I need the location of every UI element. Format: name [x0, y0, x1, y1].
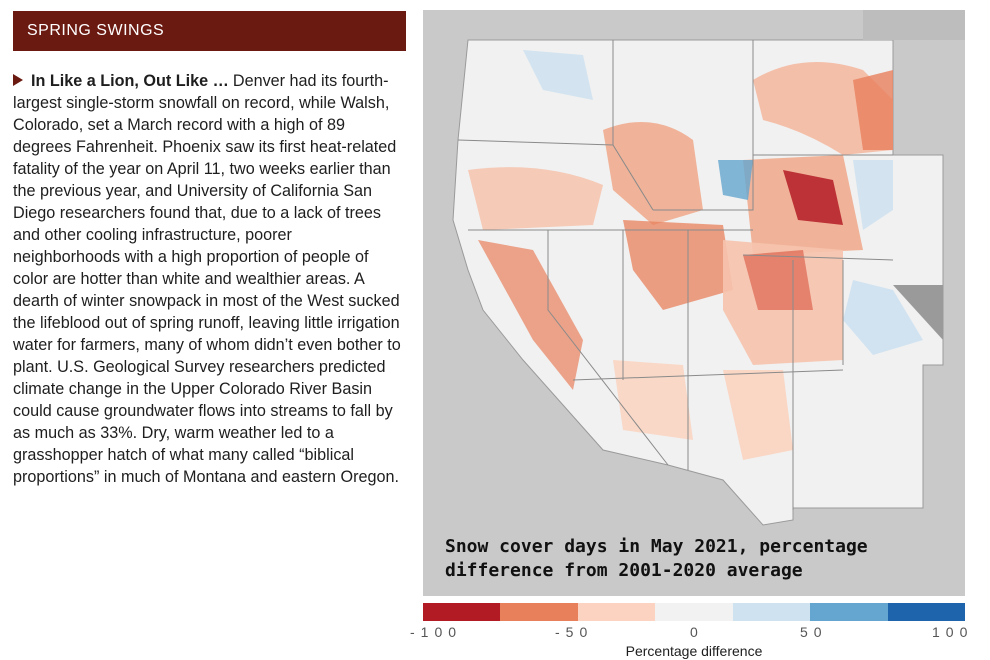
deficit-region-ne-montana: [853, 70, 893, 150]
legend-swatch: [887, 603, 965, 621]
legend-swatch: [500, 603, 578, 621]
legend-tick: 0: [690, 624, 704, 640]
map-caption: Snow cover days in May 2021, percentage …: [445, 535, 965, 583]
legend-swatch: [577, 603, 656, 621]
legend-tick: 100: [932, 624, 974, 640]
legend-tick: -100: [410, 624, 463, 640]
deficit-region-oregon: [468, 167, 603, 230]
map-graphic: [452, 10, 965, 526]
map-caption-line1: Snow cover days in May 2021, percentage: [445, 536, 868, 557]
legend-swatch: [810, 603, 888, 621]
section-header: SPRING SWINGS: [13, 11, 406, 51]
article-lead: In Like a Lion, Out Like …: [31, 72, 229, 90]
legend-ticks: -100 -50 0 50 100: [410, 624, 980, 642]
state-boundaries: [457, 40, 894, 510]
surplus-region-washington: [523, 50, 593, 100]
legend-swatch: [423, 603, 501, 621]
section-title: SPRING SWINGS: [27, 22, 165, 39]
deficit-region-utah: [623, 220, 733, 310]
surplus-region-south-dakota: [853, 160, 893, 230]
legend-swatch: [732, 603, 811, 621]
legend-swatch: [655, 603, 733, 621]
surplus-region-yellowstone: [718, 160, 753, 200]
deficit-core-colorado: [743, 250, 813, 310]
legend-tick: -50: [555, 624, 594, 640]
deficit-region-new-mexico: [723, 370, 793, 460]
deficit-core-wyoming: [783, 170, 843, 225]
map-caption-line2: difference from 2001-2020 average: [445, 560, 803, 581]
triangle-bullet-icon: [13, 74, 23, 86]
masked-area: [893, 285, 943, 340]
deficit-region-arizona: [613, 360, 693, 440]
canada-region: [863, 10, 965, 40]
legend-tick: 50: [800, 624, 828, 640]
deficit-region-idaho: [603, 122, 703, 225]
surplus-region-nebraska: [843, 280, 923, 355]
legend-title: Percentage difference: [625, 643, 763, 659]
snow-cover-map: Snow cover days in May 2021, percentage …: [423, 10, 965, 596]
deficit-region-sierra: [478, 240, 583, 390]
article-text: In Like a Lion, Out Like … Denver had its…: [13, 70, 401, 488]
legend-color-bar: [423, 603, 965, 621]
article-body: Denver had its fourth-largest single-sto…: [13, 72, 401, 486]
